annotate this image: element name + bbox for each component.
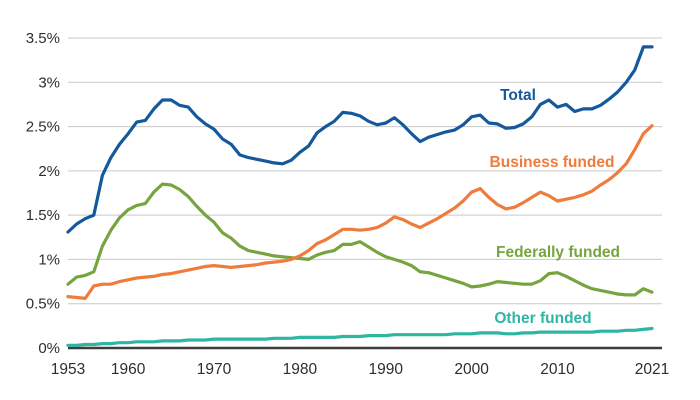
y-tick-label-0.5%: 0.5%	[26, 296, 60, 313]
y-tick-label-1.5%: 1.5%	[26, 207, 60, 224]
x-tick-label-2021: 2021	[635, 361, 669, 378]
y-tick-label-2%: 2%	[38, 163, 60, 180]
y-tick-label-3.5%: 3.5%	[26, 30, 60, 47]
series-label-total: Total	[500, 87, 536, 104]
series-line-total	[66, 45, 654, 234]
y-tick-label-3%: 3%	[38, 74, 60, 91]
x-tick-label-1970: 1970	[197, 361, 232, 378]
x-tick-label-2010: 2010	[540, 361, 575, 378]
y-tick-label-0%: 0%	[38, 340, 60, 357]
x-tick-label-1990: 1990	[369, 361, 404, 378]
series-label-business-funded: Business funded	[490, 154, 615, 171]
y-tick-label-2.5%: 2.5%	[26, 119, 60, 136]
series-line-business-funded	[66, 124, 654, 300]
y-tick-label-1%: 1%	[38, 251, 60, 268]
series-line-other-funded	[66, 326, 654, 347]
x-tick-label-2000: 2000	[454, 361, 489, 378]
series-line-federally-funded	[66, 182, 654, 297]
x-tick-label-1953: 1953	[51, 361, 85, 378]
series-label-federally-funded: Federally funded	[496, 244, 620, 261]
x-tick-label-1960: 1960	[111, 361, 146, 378]
x-tick-label-1980: 1980	[283, 361, 318, 378]
series-label-other-funded: Other funded	[494, 310, 591, 327]
